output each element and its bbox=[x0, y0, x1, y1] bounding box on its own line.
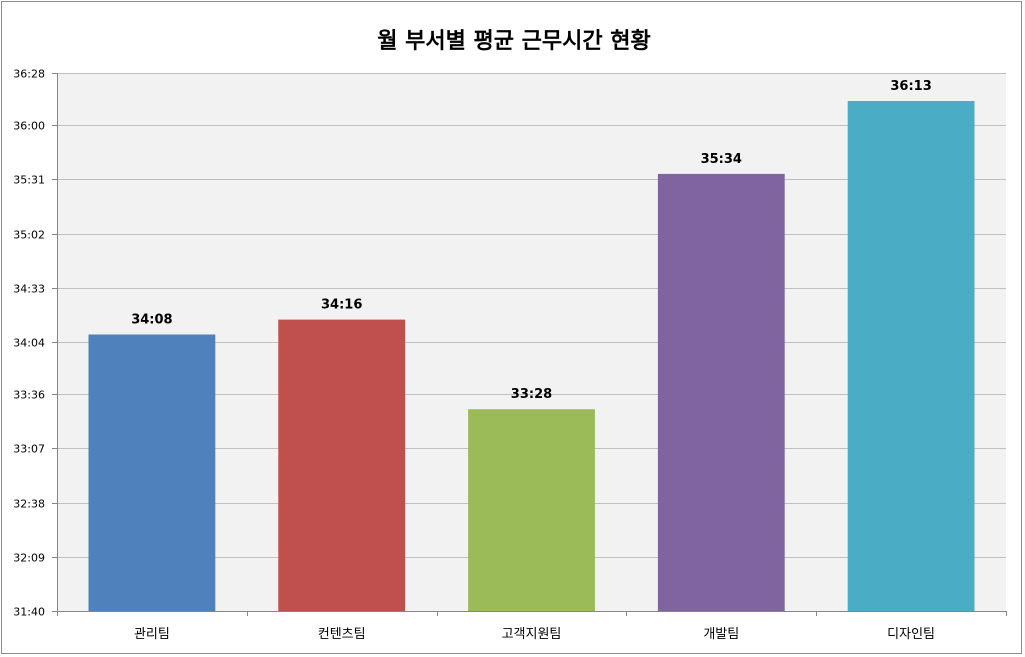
data-label: 36:13 bbox=[890, 79, 931, 94]
labels: 31:40 32:09 32:38 33:07 33:36 34:04 34:33 35:02… bbox=[13, 68, 935, 643]
bar-4 bbox=[657, 173, 785, 611]
y-tick-label: 35:31 bbox=[13, 174, 45, 187]
y-tick-label: 36:28 bbox=[13, 68, 45, 81]
axes bbox=[52, 73, 1007, 616]
x-category-label: 개발팀 bbox=[703, 627, 739, 642]
y-tick-label: 36:00 bbox=[13, 120, 45, 133]
chart-title: 월 부서별 평균 근무시간 현황 bbox=[377, 29, 651, 54]
bar-2 bbox=[278, 319, 406, 611]
bar-1 bbox=[88, 334, 216, 611]
y-tick-label: 34:33 bbox=[13, 283, 45, 296]
data-label: 35:34 bbox=[701, 152, 742, 167]
y-tick-label: 32:09 bbox=[13, 552, 45, 565]
y-tick-label: 34:04 bbox=[13, 337, 45, 350]
y-tick-label: 31:40 bbox=[13, 606, 45, 619]
y-tick-label: 33:36 bbox=[13, 389, 45, 402]
bars bbox=[88, 101, 975, 611]
data-label: 34:16 bbox=[321, 298, 362, 313]
x-category-label: 디자인팀 bbox=[887, 627, 935, 642]
x-category-label: 관리팀 bbox=[134, 627, 170, 642]
data-label: 33:28 bbox=[511, 387, 552, 402]
data-label: 34:08 bbox=[131, 313, 172, 328]
x-category-label: 컨텐츠팀 bbox=[318, 627, 366, 642]
y-tick-label: 33:07 bbox=[13, 443, 45, 456]
y-tick-label: 32:38 bbox=[13, 498, 45, 511]
bar-3 bbox=[468, 409, 595, 611]
x-category-label: 고객지원팀 bbox=[502, 627, 562, 642]
y-tick-label: 35:02 bbox=[13, 229, 45, 242]
bar-5 bbox=[847, 101, 975, 611]
